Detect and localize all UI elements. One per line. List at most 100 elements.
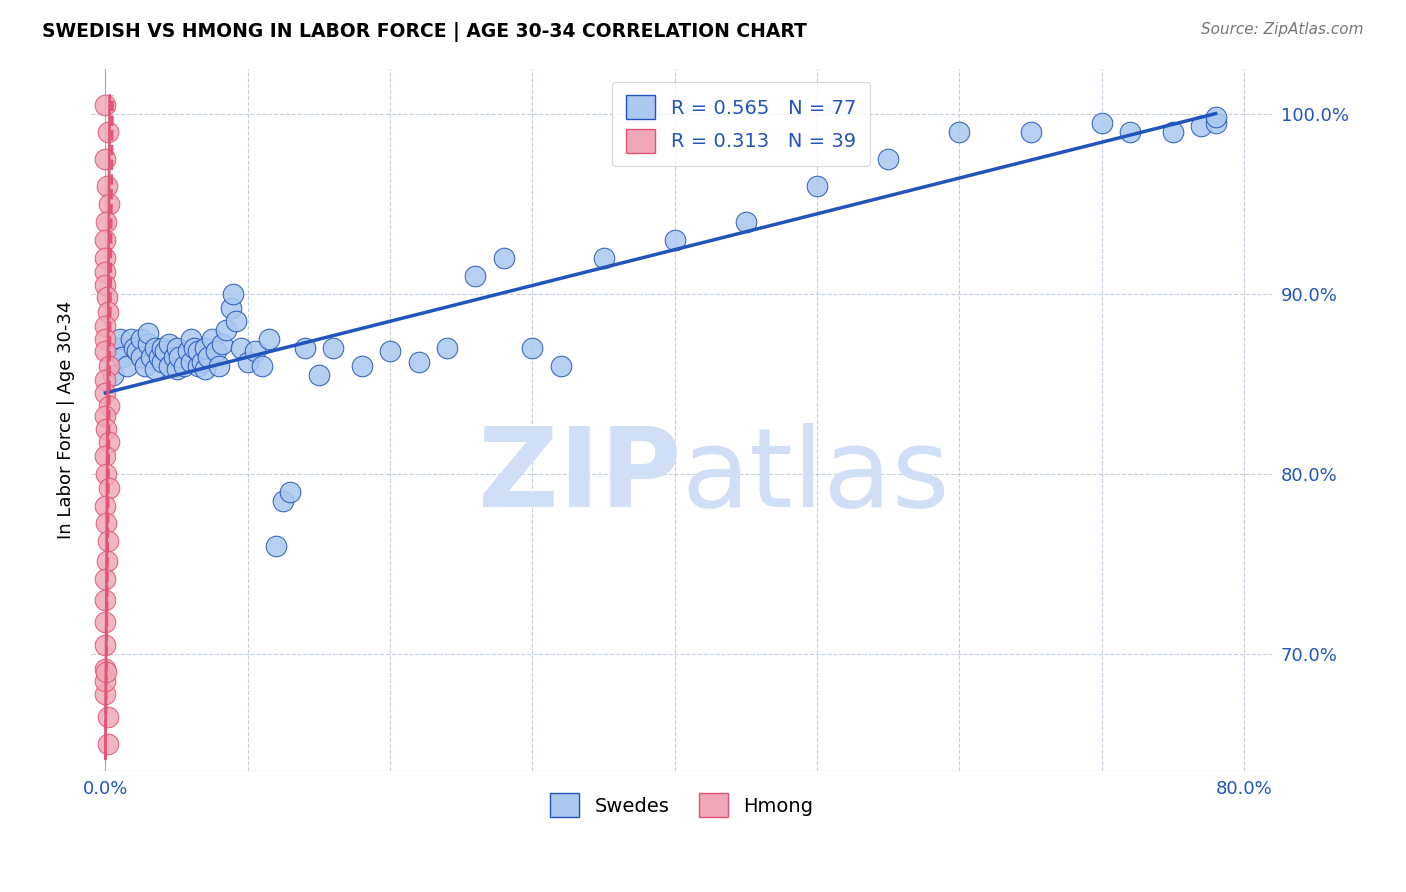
- Point: [166, 341, 188, 355]
- Point: [492, 251, 515, 265]
- Point: [194, 341, 217, 355]
- Point: [94, 319, 117, 334]
- Text: atlas: atlas: [682, 423, 950, 530]
- Point: [280, 485, 302, 500]
- Point: [143, 362, 166, 376]
- Point: [183, 341, 205, 355]
- Point: [96, 290, 118, 304]
- Point: [236, 355, 259, 369]
- Point: [215, 323, 238, 337]
- Point: [139, 350, 162, 364]
- Point: [169, 350, 191, 364]
- Point: [877, 152, 900, 166]
- Point: [136, 337, 159, 351]
- Point: [806, 178, 828, 193]
- Point: [94, 500, 117, 514]
- Point: [522, 341, 544, 355]
- Point: [187, 359, 209, 373]
- Point: [308, 368, 330, 382]
- Point: [120, 332, 142, 346]
- Point: [97, 482, 120, 496]
- Point: [166, 362, 188, 376]
- Point: [94, 215, 117, 229]
- Point: [322, 341, 344, 355]
- Point: [159, 337, 181, 351]
- Point: [1205, 110, 1227, 124]
- Point: [294, 341, 316, 355]
- Point: [173, 359, 195, 373]
- Point: [1161, 125, 1184, 139]
- Point: [94, 97, 117, 112]
- Point: [222, 286, 245, 301]
- Point: [122, 341, 145, 355]
- Point: [148, 350, 170, 364]
- Point: [94, 344, 117, 359]
- Text: ZIP: ZIP: [478, 423, 682, 530]
- Point: [205, 344, 228, 359]
- Point: [94, 385, 117, 400]
- Point: [150, 341, 173, 355]
- Point: [129, 332, 152, 346]
- Y-axis label: In Labor Force | Age 30-34: In Labor Force | Age 30-34: [58, 301, 75, 539]
- Point: [180, 332, 202, 346]
- Point: [94, 233, 117, 247]
- Point: [94, 265, 117, 279]
- Point: [101, 368, 124, 382]
- Point: [163, 350, 186, 364]
- Point: [197, 350, 219, 364]
- Point: [94, 674, 117, 689]
- Point: [664, 233, 686, 247]
- Point: [94, 449, 117, 463]
- Legend: Swedes, Hmong: Swedes, Hmong: [543, 786, 821, 825]
- Point: [208, 359, 231, 373]
- Point: [94, 662, 117, 676]
- Point: [125, 344, 148, 359]
- Point: [97, 737, 120, 751]
- Point: [134, 359, 156, 373]
- Point: [98, 399, 121, 413]
- Point: [115, 359, 138, 373]
- Text: Source: ZipAtlas.com: Source: ZipAtlas.com: [1201, 22, 1364, 37]
- Point: [201, 332, 224, 346]
- Point: [264, 539, 287, 553]
- Point: [129, 350, 152, 364]
- Point: [108, 332, 131, 346]
- Point: [211, 337, 233, 351]
- Point: [94, 516, 117, 530]
- Point: [271, 494, 294, 508]
- Point: [98, 434, 121, 449]
- Point: [191, 355, 214, 369]
- Point: [243, 344, 266, 359]
- Point: [219, 301, 242, 316]
- Point: [177, 344, 200, 359]
- Point: [94, 467, 117, 481]
- Point: [143, 341, 166, 355]
- Point: [1091, 115, 1114, 129]
- Point: [97, 305, 120, 319]
- Point: [550, 359, 572, 373]
- Point: [94, 665, 117, 680]
- Point: [97, 359, 120, 373]
- Point: [96, 553, 118, 567]
- Point: [229, 341, 252, 355]
- Point: [94, 638, 117, 652]
- Point: [153, 344, 176, 359]
- Point: [1205, 115, 1227, 129]
- Point: [94, 152, 117, 166]
- Point: [408, 355, 430, 369]
- Point: [159, 359, 181, 373]
- Point: [436, 341, 458, 355]
- Point: [97, 710, 120, 724]
- Point: [350, 359, 373, 373]
- Point: [194, 362, 217, 376]
- Point: [94, 277, 117, 292]
- Point: [96, 178, 118, 193]
- Point: [136, 326, 159, 341]
- Point: [94, 615, 117, 629]
- Point: [734, 215, 756, 229]
- Point: [378, 344, 401, 359]
- Point: [96, 533, 118, 548]
- Point: [464, 268, 486, 283]
- Point: [97, 125, 120, 139]
- Point: [98, 196, 121, 211]
